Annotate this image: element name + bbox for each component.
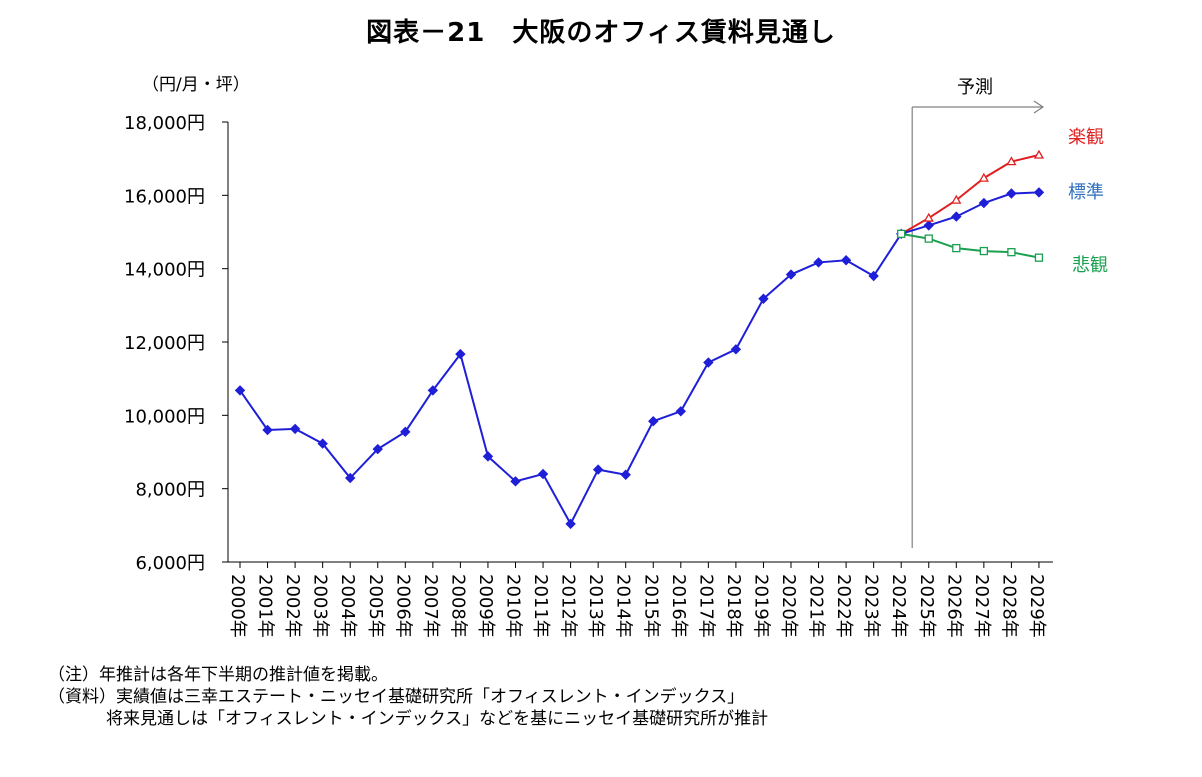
data-point — [923, 220, 934, 231]
chart-title: 図表－21 大阪のオフィス賃料見通し — [366, 18, 836, 48]
x-tick-label: 2013年 — [585, 574, 606, 638]
x-tick-label: 2019年 — [750, 574, 771, 638]
series-line-標準 — [239, 191, 1039, 527]
x-tick-label: 2023年 — [861, 574, 882, 638]
forecast-label: 予測 — [957, 77, 993, 98]
x-tick-label: 2018年 — [723, 574, 744, 638]
data-point — [868, 270, 879, 282]
y-tick-labels: 6,000円 8,000円 10,000円 12,000円 14,000円 16,000円… — [124, 113, 205, 574]
series-markers — [234, 149, 1045, 530]
data-point — [537, 468, 549, 480]
x-tick-label: 2005年 — [365, 574, 386, 638]
data-point — [923, 212, 934, 222]
data-point — [675, 406, 687, 417]
x-tick-label: 2024年 — [888, 574, 909, 638]
data-point — [510, 476, 521, 487]
x-tick-labels: 2000年 2001年 2002年 2003年 2004年 2005年 2006年 2007年… — [227, 574, 1047, 638]
data-point — [344, 472, 356, 484]
data-point — [1006, 156, 1017, 166]
y-tick-label: 6,000円 — [135, 553, 205, 574]
series-lines — [239, 154, 1040, 527]
data-point — [592, 464, 604, 475]
data-point — [978, 172, 989, 182]
data-point — [1033, 187, 1045, 198]
data-point — [234, 385, 246, 396]
y-tick-label: 8,000円 — [135, 480, 205, 501]
forecast-marker: 予測 — [911, 77, 1045, 548]
x-tick-label: 2004年 — [337, 574, 358, 638]
x-tick-label: 2012年 — [558, 574, 579, 638]
x-tick-label: 2014年 — [613, 574, 634, 638]
data-point — [262, 424, 273, 436]
series-label: 楽観 — [1068, 127, 1104, 148]
x-tick-label: 2020年 — [778, 574, 799, 638]
x-tick-label: 2022年 — [833, 574, 854, 638]
data-point — [758, 293, 769, 304]
y-unit-label: （円/月・坪） — [142, 75, 250, 95]
data-point — [482, 451, 494, 462]
x-tick-label: 2021年 — [806, 574, 827, 638]
data-point — [840, 255, 852, 266]
x-tick-label: 2025年 — [916, 574, 937, 638]
y-tick-label: 10,000円 — [124, 406, 205, 427]
x-tick-label: 2029年 — [1026, 574, 1047, 638]
data-point — [951, 194, 962, 204]
data-point — [813, 257, 824, 268]
x-tick-label: 2026年 — [943, 574, 964, 638]
series-line-悲観 — [901, 232, 1040, 259]
series-line-楽観 — [900, 154, 1040, 235]
data-point — [730, 344, 742, 355]
data-point — [648, 415, 659, 427]
data-point — [372, 443, 383, 455]
data-point — [1034, 253, 1044, 262]
data-point — [785, 269, 797, 280]
data-point — [952, 243, 961, 253]
note-line: （注）年推計は各年下半期の推計値を掲載。 — [48, 665, 388, 685]
data-point — [951, 211, 962, 222]
x-tick-label: 2009年 — [475, 574, 496, 638]
x-tick-label: 2008年 — [447, 574, 468, 638]
data-point — [620, 469, 631, 480]
x-tick-label: 2016年 — [668, 574, 689, 638]
data-point — [978, 197, 990, 209]
series-label: 悲観 — [1072, 255, 1108, 276]
y-tick-label: 14,000円 — [124, 260, 205, 281]
x-tick-label: 2002年 — [282, 574, 303, 638]
x-tick-label: 2017年 — [695, 574, 716, 638]
x-tick-label: 2003年 — [310, 574, 331, 638]
y-tick-label: 18,000円 — [124, 113, 205, 134]
x-tick-label: 2011年 — [530, 574, 551, 638]
x-tick-label: 2007年 — [420, 574, 441, 638]
forecast-arrowhead — [1033, 100, 1045, 114]
y-tick-label: 12,000円 — [124, 333, 205, 354]
x-tick-label: 2028年 — [998, 574, 1019, 638]
x-tick-label: 2027年 — [971, 574, 992, 638]
x-tick-label: 2000年 — [227, 574, 248, 638]
x-tick-label: 2010年 — [503, 574, 524, 638]
data-point — [979, 246, 988, 256]
source-line: （資料）実績値は三幸エステート・ニッセイ基礎研究所「オフィスレント・インデックス… — [48, 687, 745, 707]
axes — [222, 121, 1053, 568]
notes: （注）年推計は各年下半期の推計値を掲載。 （資料）実績値は三幸エステート・ニッセ… — [48, 664, 768, 730]
data-point — [289, 423, 301, 435]
x-tick-label: 2015年 — [640, 574, 661, 638]
data-point — [317, 438, 328, 449]
data-point — [703, 357, 714, 368]
data-point — [1007, 248, 1016, 257]
x-tick-label: 2001年 — [255, 574, 276, 638]
series-label: 標準 — [1068, 182, 1104, 203]
data-point — [924, 234, 933, 243]
source-line-2: 将来見通しは「オフィスレント・インデックス」などを基にニッセイ基礎研究所が推計 — [106, 709, 769, 729]
data-point — [455, 348, 466, 360]
data-point — [565, 518, 576, 530]
y-tick-label: 16,000円 — [124, 186, 205, 207]
data-point — [1006, 188, 1017, 199]
data-point — [400, 426, 411, 438]
x-tick-label: 2006年 — [392, 574, 413, 638]
data-point — [897, 229, 906, 238]
data-point — [1033, 149, 1045, 159]
data-point — [427, 385, 439, 396]
